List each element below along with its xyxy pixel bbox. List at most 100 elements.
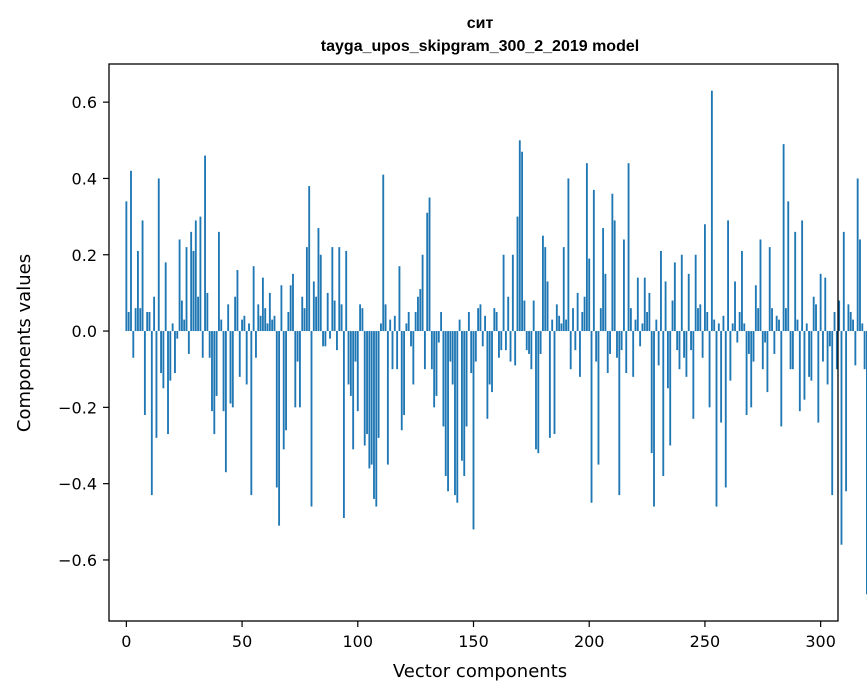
bar xyxy=(143,331,146,415)
bar xyxy=(222,331,225,412)
bar xyxy=(442,331,445,427)
bar xyxy=(467,311,470,332)
bar xyxy=(340,304,343,332)
bar xyxy=(673,262,676,332)
bar xyxy=(643,277,646,332)
bar xyxy=(458,319,461,332)
bar xyxy=(840,331,843,545)
bar xyxy=(472,331,475,530)
bar xyxy=(305,247,308,332)
bar xyxy=(148,311,151,332)
bar xyxy=(532,300,535,332)
bar xyxy=(414,311,417,332)
bar xyxy=(629,308,632,332)
bar xyxy=(252,266,255,332)
bar xyxy=(678,331,681,370)
bar xyxy=(361,308,364,332)
bar xyxy=(410,331,412,347)
bar xyxy=(782,144,785,332)
bar xyxy=(671,300,674,332)
bar xyxy=(345,250,348,332)
bar xyxy=(803,331,806,400)
bar xyxy=(805,323,808,332)
bar xyxy=(164,262,167,332)
bar xyxy=(197,296,200,332)
x-axis-label: Vector components xyxy=(393,661,567,682)
bar xyxy=(484,315,486,332)
y-tick-label: 0.4 xyxy=(72,169,97,188)
bar xyxy=(382,174,385,332)
bar xyxy=(623,239,625,332)
bar xyxy=(319,254,322,332)
bar xyxy=(310,331,313,507)
bar xyxy=(775,315,778,332)
bar xyxy=(833,311,836,332)
bar xyxy=(322,331,324,347)
bar xyxy=(377,331,380,438)
y-tick-label: −0.4 xyxy=(58,475,97,494)
bar xyxy=(137,250,139,332)
bar xyxy=(627,163,630,332)
bar xyxy=(289,285,292,332)
bar xyxy=(544,247,547,332)
bar xyxy=(352,331,355,450)
bar xyxy=(530,331,533,370)
bar xyxy=(495,311,498,332)
bar xyxy=(845,331,848,492)
bar xyxy=(275,331,278,488)
bar xyxy=(245,331,248,385)
y-tick-label: −0.2 xyxy=(58,398,97,417)
bar xyxy=(255,331,257,358)
bar xyxy=(153,296,156,332)
bar xyxy=(632,331,635,377)
bar xyxy=(396,331,399,370)
x-tick-label: 0 xyxy=(121,632,131,651)
bar xyxy=(511,254,514,332)
bar xyxy=(167,331,169,435)
bar xyxy=(599,308,602,332)
x-tick-label: 150 xyxy=(458,632,489,651)
bar xyxy=(704,224,706,332)
bar xyxy=(757,308,760,332)
bar xyxy=(502,254,505,332)
bar xyxy=(180,300,183,332)
bar xyxy=(257,304,260,332)
bar xyxy=(354,331,357,362)
bar xyxy=(169,331,172,381)
bar xyxy=(796,319,799,332)
bar xyxy=(759,239,762,332)
bar xyxy=(132,331,135,358)
y-axis-ticks: −0.6 −0.4 −0.2 0.0 0.2 0.4 0.6 xyxy=(58,93,109,570)
bar xyxy=(486,331,489,419)
bar xyxy=(405,323,408,332)
bar xyxy=(789,331,792,370)
bar xyxy=(303,308,306,332)
bar xyxy=(822,331,824,362)
bar xyxy=(370,331,373,465)
bar xyxy=(662,331,665,477)
bar xyxy=(555,304,558,332)
bar xyxy=(773,331,776,354)
bar xyxy=(676,331,679,351)
bar xyxy=(326,292,329,332)
bar xyxy=(359,304,362,332)
bar xyxy=(134,308,137,332)
bar xyxy=(720,331,723,423)
bar xyxy=(752,331,755,362)
bar xyxy=(287,311,290,332)
bar xyxy=(727,220,729,332)
bar xyxy=(280,285,283,332)
x-tick-label: 200 xyxy=(574,632,605,651)
bar xyxy=(299,331,301,408)
bar xyxy=(317,228,320,332)
bar xyxy=(204,155,206,332)
bar xyxy=(139,308,142,332)
bar xyxy=(449,331,452,362)
bar xyxy=(176,331,179,339)
bar xyxy=(229,331,232,404)
bar xyxy=(565,319,567,332)
bar xyxy=(150,331,153,496)
bar xyxy=(553,331,556,435)
y-axis-label: Components values xyxy=(14,254,35,432)
bar xyxy=(493,308,496,332)
